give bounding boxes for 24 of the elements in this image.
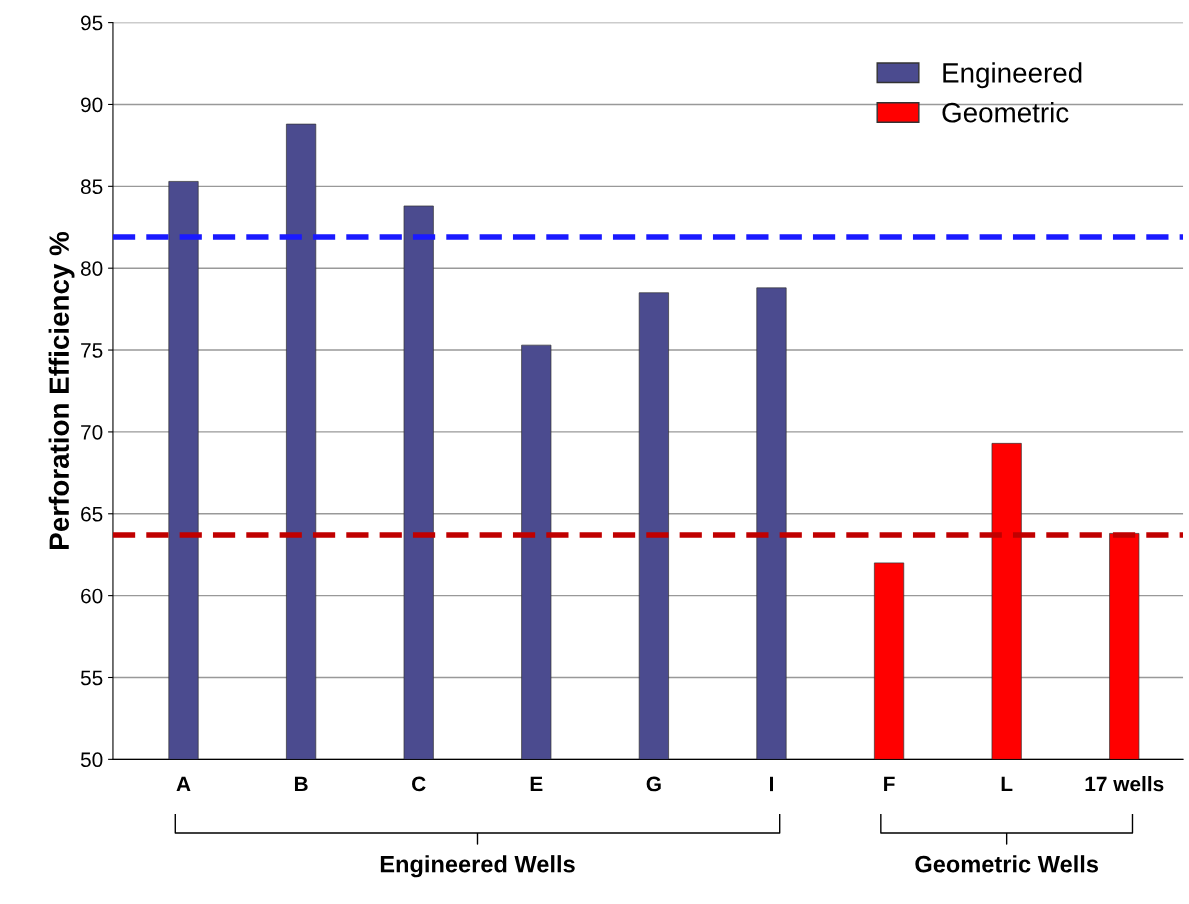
legend-label: Engineered [943, 62, 1082, 89]
x-tick-label: B [294, 776, 308, 792]
y-tick-label: 50 [80, 752, 103, 768]
y-axis-title: Perforation Efficiency % [48, 231, 75, 549]
y-tick-label: 70 [81, 424, 103, 440]
y-tick-label: 75 [81, 343, 103, 358]
y-tick-label: 65 [81, 506, 103, 522]
y-tick-label: 55 [80, 670, 103, 686]
x-tick-label: C [412, 776, 426, 792]
y-tick-label: 90 [81, 97, 103, 113]
x-tick-label: E [530, 776, 543, 792]
legend-label: Geometric [942, 102, 1069, 123]
text: Engineered Wells [380, 855, 575, 878]
y-tick-label: 60 [81, 588, 103, 604]
y-tick-label: 85 [80, 179, 103, 195]
x-tick-label: L [1001, 776, 1013, 792]
x-tick-label: F [884, 776, 895, 792]
text: Geometric Wells [915, 855, 1098, 873]
x-tick-label: G [646, 776, 661, 792]
x-tick-label: A [176, 776, 191, 792]
x-tick-label: I [769, 776, 773, 792]
x-tick-label: 17 wells [1085, 776, 1164, 792]
y-tick-label: 80 [80, 261, 103, 276]
y-tick-label: 95 [81, 15, 103, 31]
